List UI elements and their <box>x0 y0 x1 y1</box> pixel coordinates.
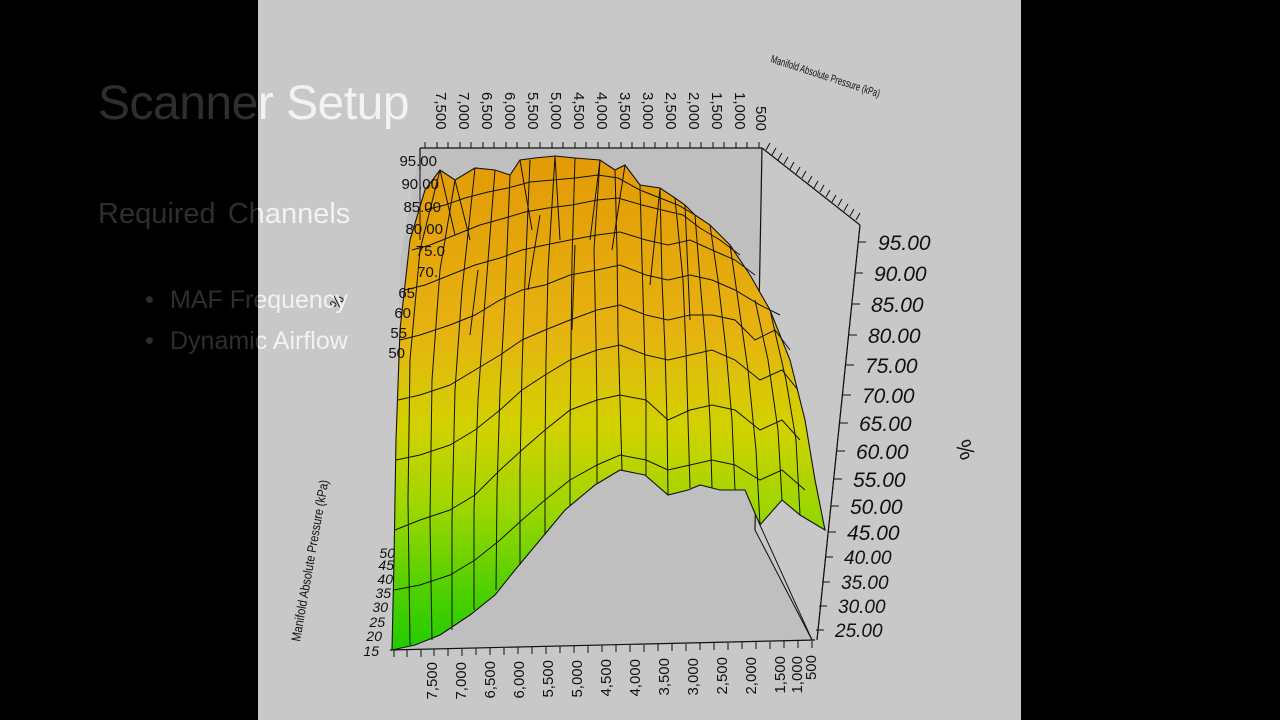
bottom-x-tick: 2,000 <box>743 657 760 695</box>
back-depth-axis-title: Manifold Absolute Pressure (kPa) <box>769 53 882 100</box>
surface-mesh <box>391 155 826 651</box>
top-x-tick: 5,500 <box>524 92 541 130</box>
bottom-x-tick: 5,500 <box>540 660 557 698</box>
right-z-tick: 85.00 <box>871 294 924 317</box>
svg-text:20: 20 <box>365 628 382 644</box>
left-z-axis-title: % <box>327 292 348 312</box>
bottom-x-tick: 1,000 <box>789 656 806 694</box>
left-z-tick: 70. <box>417 264 438 281</box>
left-z-tick: 85.00 <box>403 199 441 216</box>
top-x-tick: 3,000 <box>639 92 656 130</box>
left-z-tick: 50 <box>388 345 405 362</box>
bottom-x-axis: 7,500 7,000 6,500 6,000 5,500 5,000 4,50… <box>393 641 820 700</box>
left-depth-axis: 15 20 25 30 35 40 45 50 Manifold Absolut… <box>288 479 395 659</box>
bottom-x-tick: 3,000 <box>685 658 702 696</box>
right-z-tick: 70.00 <box>862 385 915 408</box>
top-x-tick: 1,000 <box>731 92 748 130</box>
bottom-x-tick: 2,500 <box>714 657 731 695</box>
right-z-tick: 95.00 <box>878 232 931 255</box>
bottom-x-tick: 7,000 <box>453 662 470 700</box>
right-z-tick: 60.00 <box>856 441 909 464</box>
right-z-tick: 80.00 <box>868 325 921 348</box>
right-z-tick: 30.00 <box>838 597 886 618</box>
svg-text:30: 30 <box>372 599 388 615</box>
left-z-tick: 75.0 <box>416 243 445 260</box>
top-x-tick: 6,500 <box>478 92 495 130</box>
top-x-tick: 1,500 <box>708 92 725 130</box>
left-depth-axis-title: Manifold Absolute Pressure (kPa) <box>288 479 331 643</box>
left-z-axis: 95.00 90.00 85.00 80.00 75.0 70. 65 60 5… <box>327 148 445 362</box>
top-x-tick: 4,500 <box>570 92 587 130</box>
svg-text:50: 50 <box>379 545 395 561</box>
svg-text:40: 40 <box>377 571 393 587</box>
top-x-tick: 500 <box>752 106 769 131</box>
top-x-tick: 5,000 <box>547 92 564 130</box>
bottom-x-tick: 500 <box>803 655 820 680</box>
svg-text:15: 15 <box>363 643 379 659</box>
bottom-x-tick: 7,500 <box>424 662 441 700</box>
left-z-tick: 80.00 <box>405 221 443 238</box>
right-z-tick: 50.00 <box>850 496 903 519</box>
bottom-x-tick: 6,500 <box>482 661 499 699</box>
right-z-tick: 75.00 <box>865 355 918 378</box>
left-z-tick: 65 <box>398 285 415 302</box>
right-z-axis: 95.00 90.00 85.00 80.00 75.00 70.00 65.0… <box>816 224 980 642</box>
top-x-tick: 2,000 <box>685 92 702 130</box>
left-z-tick: 60 <box>394 305 411 322</box>
right-z-tick: 90.00 <box>874 263 927 286</box>
svg-text:35: 35 <box>375 585 391 601</box>
bottom-x-tick: 5,000 <box>569 660 586 698</box>
svg-text:45: 45 <box>378 557 394 573</box>
right-z-tick: 45.00 <box>847 522 900 545</box>
top-x-tick: 4,000 <box>593 92 610 130</box>
left-z-tick: 95.00 <box>399 153 437 170</box>
left-z-tick: 90.00 <box>401 176 439 193</box>
right-z-tick: 35.00 <box>841 573 889 594</box>
bottom-x-tick: 4,000 <box>627 659 644 697</box>
right-z-tick: 55.00 <box>853 469 906 492</box>
right-z-axis-title: % <box>950 436 980 463</box>
bottom-x-tick: 4,500 <box>598 659 615 697</box>
top-x-tick: 7,000 <box>455 92 472 130</box>
bottom-x-tick: 6,000 <box>511 661 528 699</box>
top-x-tick: 6,000 <box>501 92 518 130</box>
top-x-tick: 2,500 <box>662 92 679 130</box>
top-x-tick: 3,500 <box>616 92 633 130</box>
right-z-tick: 65.00 <box>859 413 912 436</box>
left-z-tick: 55 <box>390 325 407 342</box>
right-z-tick: 25.00 <box>834 621 883 642</box>
right-z-tick: 40.00 <box>844 548 892 569</box>
svg-text:25: 25 <box>368 614 385 630</box>
bottom-x-tick: 1,500 <box>772 656 789 694</box>
bottom-x-tick: 3,500 <box>656 658 673 696</box>
top-x-tick: 7,500 <box>432 92 449 130</box>
